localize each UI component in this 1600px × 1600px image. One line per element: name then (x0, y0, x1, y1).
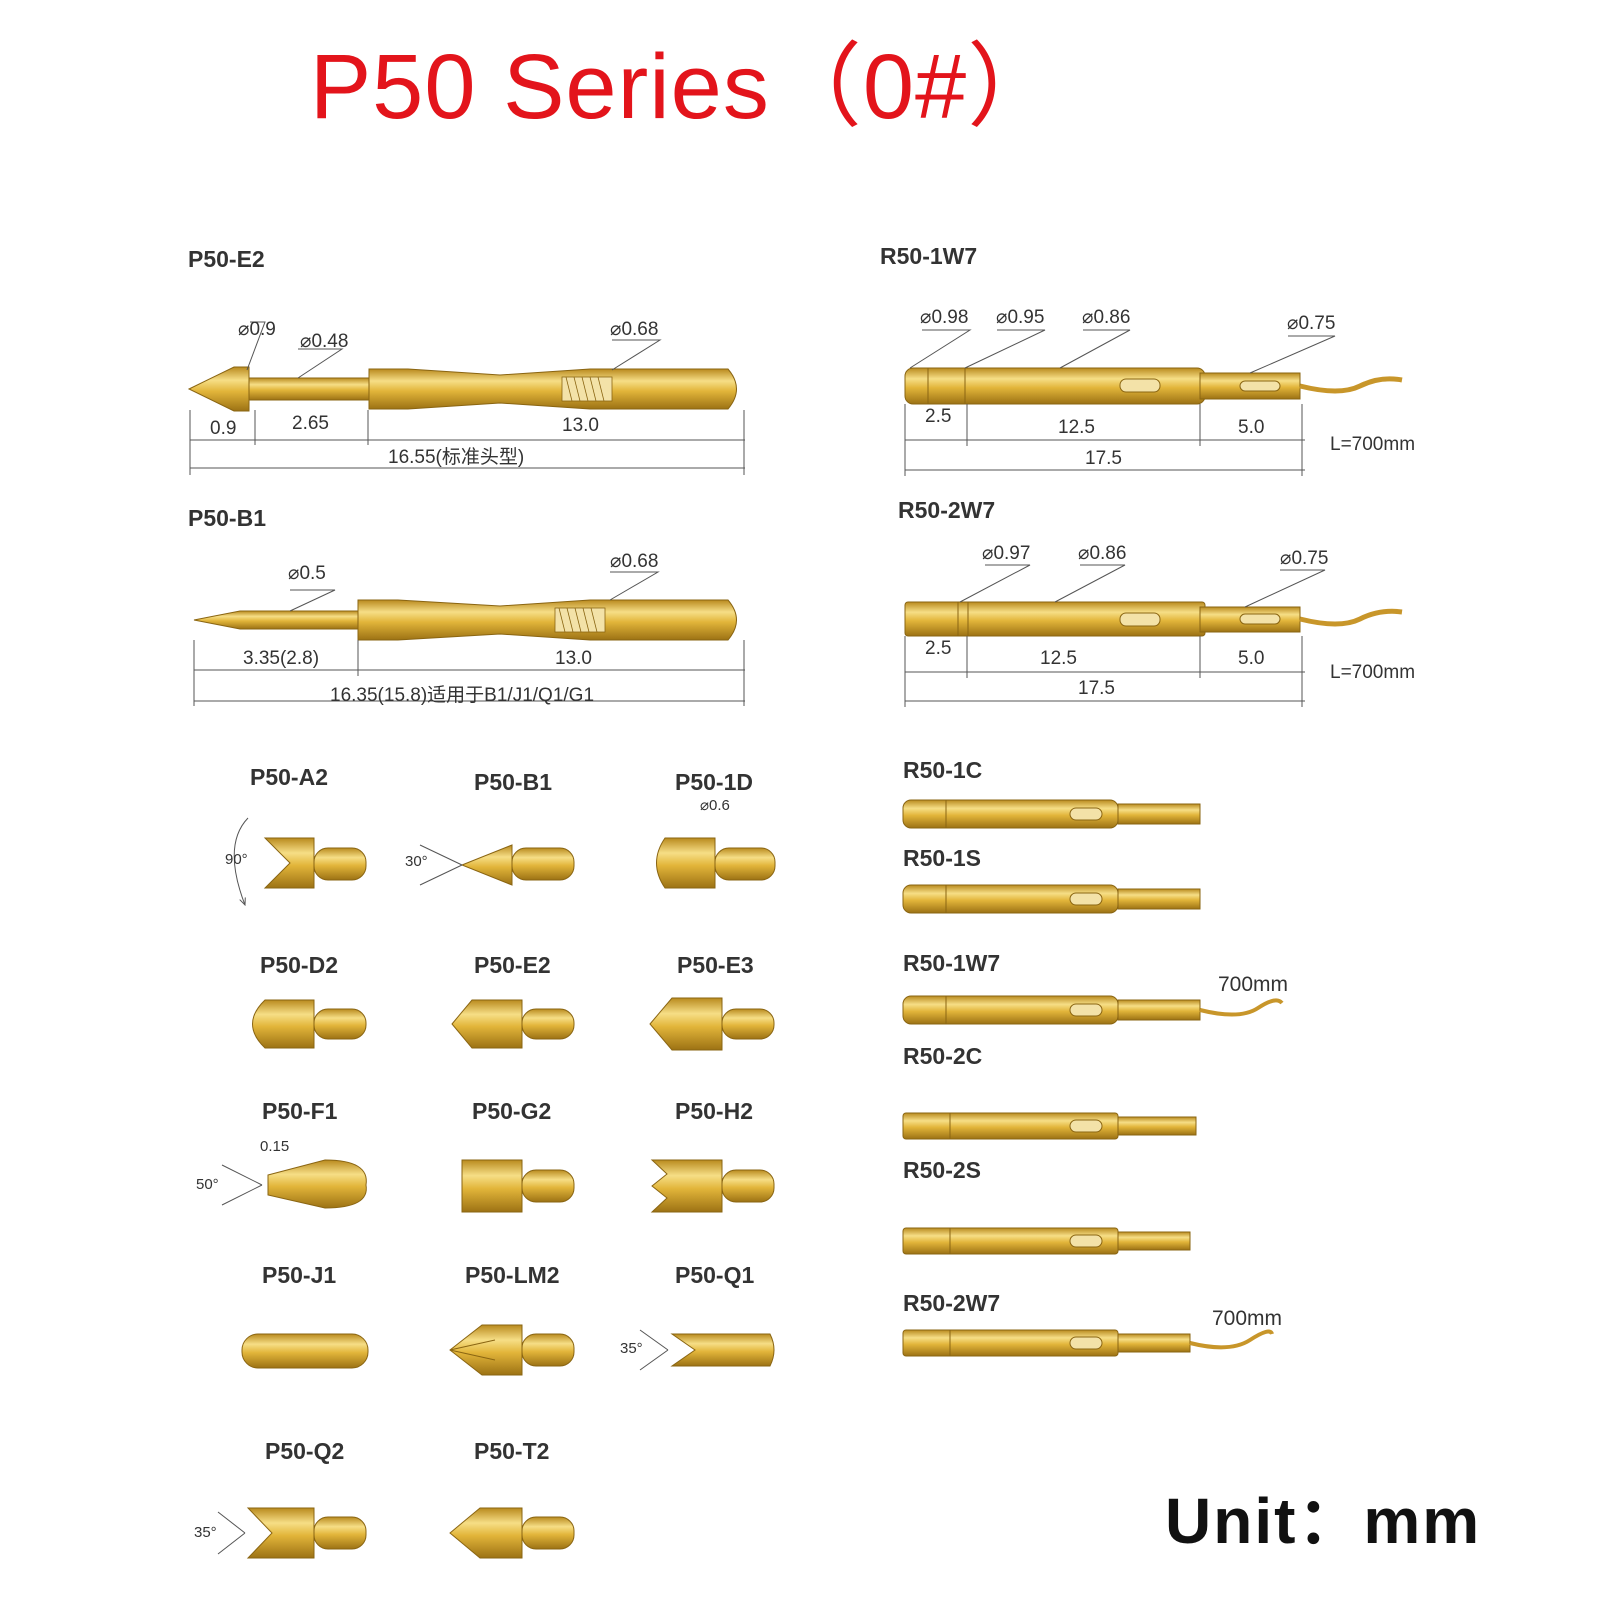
receptacle-wire: 700mm (1212, 1307, 1283, 1330)
tip-p50-t2 (449, 1507, 575, 1559)
tip-p50-g2 (461, 1159, 575, 1213)
tip-note: 0.15 (260, 1138, 290, 1155)
tip-label: P50-1D (675, 769, 753, 795)
tip-p50-f1 (221, 1159, 367, 1209)
receptacle-label: R50-1C (903, 757, 983, 783)
p50-e2-l3: 13.0 (562, 415, 599, 436)
tip-note: 30° (405, 853, 428, 870)
tip-label: P50-E3 (677, 952, 754, 978)
p50-b1-drawing (193, 571, 745, 706)
tip-p50-b1 (419, 844, 575, 886)
r50-2w7-l2: 12.5 (1040, 648, 1077, 669)
tip-note: ⌀0.6 (700, 797, 730, 814)
tip-note-angle: 50° (196, 1176, 219, 1193)
p50-e2-l1: 0.9 (210, 418, 237, 439)
tip-p50-a2 (233, 817, 367, 905)
receptacle-label: R50-1S (903, 845, 981, 871)
r50-1w7-total: 17.5 (1085, 448, 1122, 469)
r50-1w7-d3: ⌀0.86 (1082, 307, 1131, 328)
unit-label: Unit：mm (1165, 1485, 1482, 1557)
r50-1w7-label: R50-1W7 (880, 243, 978, 269)
tip-p50-e3 (649, 997, 775, 1051)
receptacle-r50-1c (902, 799, 1201, 829)
tip-p50-1d (656, 837, 776, 889)
r50-1w7-d4: ⌀0.75 (1287, 313, 1336, 334)
tip-label: P50-A2 (250, 764, 328, 790)
r50-2w7-d3: ⌀0.75 (1280, 548, 1329, 569)
tip-p50-d2 (252, 999, 367, 1049)
p50-b1-total: 16.35(15.8)适用于B1/J1/Q1/G1 (330, 685, 595, 706)
r50-1w7-drawing (904, 329, 1403, 476)
r50-1w7-l1: 2.5 (925, 406, 952, 427)
r50-1w7-d2: ⌀0.95 (996, 307, 1045, 328)
p50-b1-d1: ⌀0.5 (288, 563, 326, 584)
p50-e2-d2: ⌀0.48 (300, 331, 349, 352)
tip-label: P50-B1 (474, 769, 552, 795)
tip-p50-q1 (639, 1329, 775, 1371)
receptacle-r50-2c (902, 1112, 1197, 1140)
p50-e2-l2: 2.65 (292, 413, 329, 434)
tip-label: P50-D2 (260, 952, 338, 978)
tip-label: P50-LM2 (465, 1262, 560, 1288)
receptacle-label: R50-2S (903, 1157, 981, 1183)
receptacle-r50-2s (902, 1227, 1191, 1255)
receptacle-r50-2w7 (902, 1329, 1274, 1357)
receptacle-label: R50-2W7 (903, 1290, 1001, 1316)
receptacle-list (902, 799, 1284, 1357)
receptacle-wire: 700mm (1218, 973, 1289, 996)
p50-e2-drawing (187, 321, 745, 475)
p50-b1-l1: 3.35(2.8) (243, 648, 320, 669)
r50-2w7-total: 17.5 (1078, 678, 1115, 699)
p50-b1-label: P50-B1 (188, 505, 266, 531)
r50-1w7-wire: L=700mm (1330, 434, 1416, 455)
receptacle-label: R50-1W7 (903, 950, 1001, 976)
tip-label: P50-H2 (675, 1098, 753, 1124)
r50-2w7-l1: 2.5 (925, 638, 952, 659)
tip-p50-lm2 (449, 1324, 575, 1376)
r50-2w7-wire: L=700mm (1330, 662, 1416, 683)
tip-note: 35° (194, 1524, 217, 1541)
tip-note: 90° (225, 851, 248, 868)
receptacle-r50-1s (902, 884, 1201, 914)
p50-e2-total: 16.55(标准头型) (388, 447, 525, 468)
r50-2w7-label: R50-2W7 (898, 497, 996, 523)
r50-2w7-drawing (904, 564, 1403, 707)
p50-e2-d1: ⌀0.9 (238, 319, 276, 340)
tip-label: P50-F1 (262, 1098, 338, 1124)
r50-1w7-l2: 12.5 (1058, 417, 1095, 438)
tip-label: P50-Q1 (675, 1262, 755, 1288)
tip-grid (217, 817, 776, 1559)
r50-1w7-l3: 5.0 (1238, 417, 1265, 438)
tip-label: P50-J1 (262, 1262, 337, 1288)
tip-p50-q2 (217, 1507, 367, 1559)
tip-p50-h2 (650, 1159, 775, 1213)
tip-p50-e2 (451, 999, 575, 1049)
tip-label: P50-T2 (474, 1438, 550, 1464)
tip-label: P50-G2 (472, 1098, 552, 1124)
page-title: P50 Series（0#） (309, 36, 1061, 138)
tip-label: P50-E2 (474, 952, 551, 978)
p50-e2-d3: ⌀0.68 (610, 319, 659, 340)
r50-2w7-d2: ⌀0.86 (1078, 543, 1127, 564)
r50-1w7-d1: ⌀0.98 (920, 307, 969, 328)
p50-e2-label: P50-E2 (188, 246, 265, 272)
p50-b1-d2: ⌀0.68 (610, 551, 659, 572)
r50-2w7-d1: ⌀0.97 (982, 543, 1031, 564)
tip-note: 35° (620, 1340, 643, 1357)
tip-p50-j1 (241, 1333, 369, 1369)
receptacle-r50-1w7 (902, 995, 1284, 1025)
receptacle-label: R50-2C (903, 1043, 983, 1069)
p50-b1-l2: 13.0 (555, 648, 592, 669)
r50-2w7-l3: 5.0 (1238, 648, 1265, 669)
tip-label: P50-Q2 (265, 1438, 345, 1464)
